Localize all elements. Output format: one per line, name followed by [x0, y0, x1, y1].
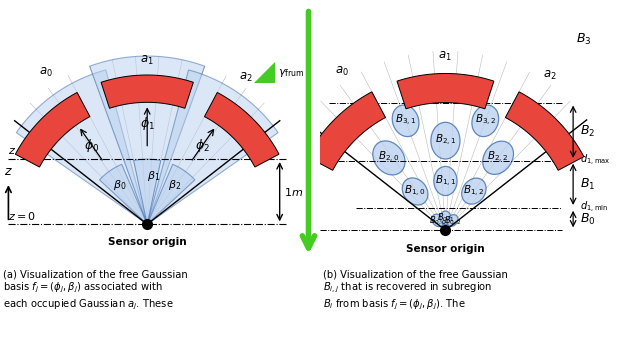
- Text: $B_{2,0}$: $B_{2,0}$: [378, 150, 400, 166]
- Text: $\phi_2$: $\phi_2$: [195, 137, 210, 154]
- Text: $B_{3,2}$: $B_{3,2}$: [475, 113, 496, 128]
- Text: $z$: $z$: [4, 165, 13, 178]
- Polygon shape: [16, 70, 147, 223]
- Text: $B_{1,1}$: $B_{1,1}$: [435, 174, 456, 188]
- Polygon shape: [397, 73, 494, 109]
- Polygon shape: [100, 164, 147, 223]
- Text: (a) Visualization of the free Gaussian
basis $f_j = (\phi_j, \beta_j)$ associate: (a) Visualization of the free Gaussian b…: [3, 269, 188, 312]
- Polygon shape: [148, 164, 195, 223]
- Text: $B_{2,2}$: $B_{2,2}$: [488, 150, 509, 165]
- Polygon shape: [307, 92, 385, 170]
- Ellipse shape: [403, 178, 428, 205]
- Ellipse shape: [392, 105, 419, 137]
- Text: $d_{1,\rm min}$: $d_{1,\rm min}$: [580, 200, 608, 215]
- Text: $a_2$: $a_2$: [543, 69, 556, 82]
- Text: $B_{3,1}$: $B_{3,1}$: [395, 113, 417, 128]
- Ellipse shape: [461, 178, 486, 204]
- Ellipse shape: [372, 141, 405, 175]
- Text: Sensor origin: Sensor origin: [108, 237, 186, 247]
- Polygon shape: [15, 92, 90, 167]
- Text: $B_2$: $B_2$: [580, 124, 595, 139]
- Text: $B_{0,2}$: $B_{0,2}$: [444, 214, 461, 227]
- Text: $B_{2,1}$: $B_{2,1}$: [435, 133, 456, 148]
- Ellipse shape: [431, 122, 460, 159]
- Text: $z = 1$: $z = 1$: [8, 144, 36, 156]
- Text: $B_1$: $B_1$: [580, 177, 595, 192]
- Text: $a_2$: $a_2$: [239, 71, 253, 85]
- Text: Sensor origin: Sensor origin: [406, 244, 484, 254]
- Text: $\beta_0$: $\beta_0$: [113, 178, 126, 192]
- Text: $\gamma_{\rm frum}$: $\gamma_{\rm frum}$: [278, 67, 304, 79]
- Ellipse shape: [440, 211, 451, 225]
- Text: $B_{1,0}$: $B_{1,0}$: [404, 184, 426, 199]
- Polygon shape: [255, 62, 275, 83]
- Text: $d_{1,\rm max}$: $d_{1,\rm max}$: [580, 153, 611, 168]
- Text: $B_3$: $B_3$: [576, 32, 592, 47]
- Text: $\beta_1$: $\beta_1$: [147, 169, 160, 183]
- Polygon shape: [506, 92, 584, 170]
- Polygon shape: [204, 92, 279, 167]
- Polygon shape: [134, 159, 161, 222]
- Text: $\phi_1$: $\phi_1$: [140, 115, 155, 132]
- Text: $z = 0$: $z = 0$: [8, 210, 36, 222]
- Ellipse shape: [472, 105, 499, 137]
- Text: $B_{0,1}$: $B_{0,1}$: [436, 211, 454, 224]
- Ellipse shape: [483, 141, 513, 175]
- Text: $a_1$: $a_1$: [438, 50, 451, 63]
- Polygon shape: [101, 75, 193, 108]
- Text: $B_0$: $B_0$: [580, 211, 595, 227]
- Text: $a_0$: $a_0$: [335, 65, 349, 78]
- Text: $a_0$: $a_0$: [38, 66, 52, 79]
- Ellipse shape: [434, 166, 457, 196]
- Text: $a_1$: $a_1$: [140, 54, 153, 67]
- Text: $\phi_0$: $\phi_0$: [84, 137, 99, 154]
- Ellipse shape: [432, 214, 444, 227]
- Polygon shape: [148, 70, 278, 223]
- Text: $1m$: $1m$: [284, 186, 303, 198]
- Ellipse shape: [447, 215, 458, 226]
- Text: $\beta_2$: $\beta_2$: [168, 178, 182, 192]
- Text: (b) Visualization of the free Gaussian
$B_{i,j}$ that is recovered in subregion
: (b) Visualization of the free Gaussian $…: [323, 269, 508, 312]
- Text: $B_{0,0}$: $B_{0,0}$: [429, 214, 447, 227]
- Polygon shape: [90, 56, 205, 222]
- Text: $B_{1,2}$: $B_{1,2}$: [463, 184, 484, 199]
